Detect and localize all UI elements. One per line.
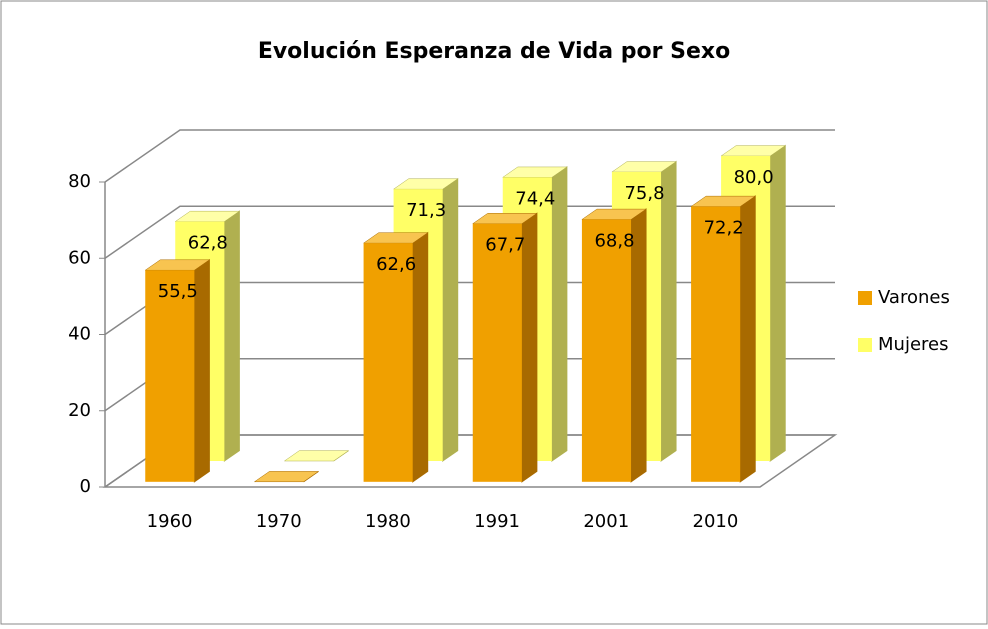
x-tick-label: 2001	[583, 511, 629, 532]
bar-front	[363, 243, 413, 482]
legend-swatch	[858, 338, 872, 352]
value-label: 72,2	[704, 218, 744, 239]
x-tick-label: 1980	[365, 511, 411, 532]
legend-label: Varones	[878, 287, 950, 308]
x-tick-label: 1960	[147, 511, 193, 532]
bar-side	[660, 160, 677, 462]
bar	[581, 208, 647, 483]
value-label: 71,3	[406, 200, 446, 221]
x-tick-label: 2010	[693, 511, 739, 532]
value-label: 80,0	[734, 167, 774, 188]
bar	[253, 470, 320, 483]
chart-title: Evolución Esperanza de Vida por Sexo	[258, 39, 730, 64]
bar	[690, 195, 757, 483]
bar-front	[581, 219, 632, 482]
bar-side	[739, 195, 756, 483]
legend-swatch	[858, 291, 872, 305]
y-tick-label: 0	[80, 476, 91, 497]
bar-top	[253, 471, 320, 483]
value-label: 75,8	[624, 183, 664, 204]
bar	[144, 258, 211, 483]
y-tick-label: 20	[68, 400, 91, 421]
y-tick-label: 40	[68, 324, 91, 345]
value-label: 62,8	[188, 233, 228, 254]
value-label: 55,5	[158, 281, 198, 302]
value-label: 68,8	[594, 231, 634, 252]
bar-front	[145, 270, 195, 482]
bar-side	[769, 144, 786, 462]
bar-front	[472, 223, 522, 482]
value-label: 74,4	[515, 188, 555, 209]
x-tick-label: 1970	[256, 511, 302, 532]
y-tick-label: 60	[68, 247, 91, 268]
legend-label: Mujeres	[878, 334, 948, 355]
bar	[362, 231, 429, 483]
value-label: 62,6	[376, 254, 416, 275]
value-label: 67,7	[485, 235, 525, 256]
grid-line	[104, 129, 835, 183]
bar-front	[691, 206, 741, 482]
y-tick-label: 80	[68, 171, 91, 192]
bar-top	[283, 450, 350, 462]
bar	[283, 450, 350, 462]
bar-side	[551, 165, 568, 462]
bar	[471, 212, 538, 483]
x-tick-label: 1991	[474, 511, 520, 532]
